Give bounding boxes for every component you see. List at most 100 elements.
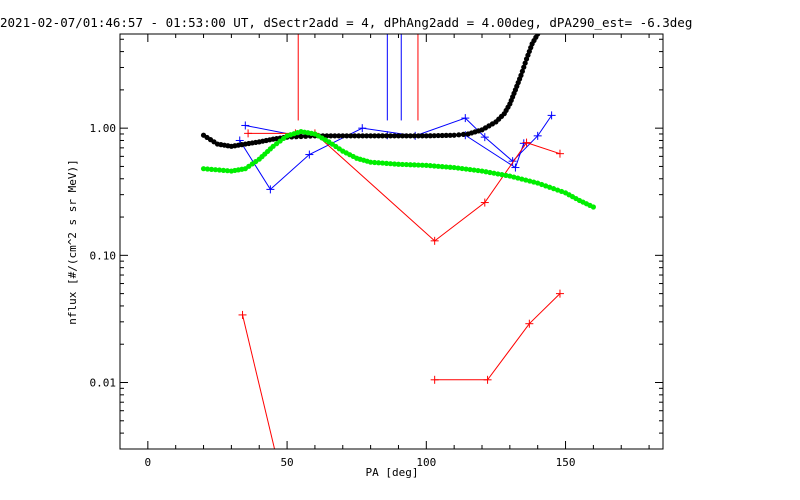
model-green-dot [204,166,211,172]
model-green-dot [368,159,374,165]
model-green-dot [415,162,421,168]
y-tick-label: 0.10 [90,249,117,262]
model-black-dot [368,133,374,139]
x-tick-label: 150 [556,456,576,469]
model-black-dot [348,133,354,139]
blue-lower-point-marker [511,163,520,172]
model-green-dot [455,165,461,171]
red-upper-point-marker [430,236,439,245]
model-green-dot [375,160,382,166]
model-black-dot [451,132,457,138]
blue-upper-point-marker [547,111,556,120]
blue-lower-point-marker [241,121,250,130]
model-black-dot [328,133,334,139]
model-black-dot [419,133,425,139]
model-black-dot [435,132,441,139]
model-black-dot [352,133,358,139]
model-green-dot [590,204,596,210]
model-green-dot [491,170,497,176]
model-green-dot [383,160,390,166]
model-green-dot [499,172,505,178]
model-black-dot [340,133,346,139]
model-green-dot [212,167,219,173]
red-upper-point-marker [244,129,253,138]
model-black-dot [395,133,402,139]
model-green-dot [507,173,513,179]
model-green-dot [419,162,425,168]
model-green-dot [463,166,469,172]
model-green-dot [547,184,553,190]
model-black-dot [399,133,406,139]
model-green-dot [200,166,207,172]
blue-upper-point-marker [508,157,517,166]
model-green-dot [511,174,517,180]
model-green-dot [503,172,509,178]
model-green-dot [216,167,223,173]
model-green-dot [467,166,473,173]
model-black-dot [411,133,417,139]
red-upper-point-marker [480,198,489,207]
model-green-dot [224,168,231,174]
model-black-dot [447,132,453,138]
model-green-dot [483,169,489,175]
model-black-dot [519,68,525,74]
model-green-dot [403,161,410,168]
model-black-dot [518,72,524,78]
model-green-dot [543,183,549,189]
model-black-dot [391,133,398,139]
model-black-dot [379,133,386,139]
red-middle-point-marker [555,289,564,298]
model-green-dot [471,167,477,173]
model-black-dot [356,133,362,139]
blue-upper-point-marker [266,185,275,194]
red-upper-point-marker [522,138,531,147]
model-green-dot [535,180,541,186]
blue-upper-point-marker [533,131,542,140]
model-black-dot [439,132,445,139]
model-green-dot [515,175,521,181]
model-black-dot [460,131,467,137]
model-black-dot [298,133,304,140]
model-green-dot [391,161,398,167]
model-green-dot [558,188,565,195]
model-green-dot [527,178,533,184]
model-green-dot [519,176,525,182]
model-green-dot [379,160,386,166]
model-black-dot [423,133,429,139]
red-upper-point-marker [555,149,564,158]
model-black-dot [383,133,390,139]
model-black-dot [456,132,462,138]
y-axis-label: nflux [#/(cm^2 s sr MeV)] [66,159,79,325]
blue-upper-point-marker [480,133,489,142]
model-black-dot [521,64,527,70]
model-green-dot [459,165,465,172]
model-green-dot [407,162,413,168]
model-green-dot [395,161,402,167]
model-green-dot [487,169,493,176]
model-green-dot [551,186,557,192]
model-black-dot [360,133,366,139]
red-middle-point-marker [430,375,439,384]
model-green-dot [435,163,441,169]
model-green-dot [439,164,445,170]
model-green-dot [523,177,529,183]
model-green-dot [387,161,394,167]
model-black-dot [407,133,413,139]
model-black-dot [375,133,382,139]
series-layer [200,34,596,449]
model-green-dot [220,167,227,173]
y-tick-label: 0.01 [90,377,117,390]
model-green-dot [475,167,481,174]
model-green-dot [447,164,453,170]
model-green-dot [539,181,545,188]
model-green-dot [531,179,537,185]
model-green-dot [399,161,406,168]
chart-title: 2021-02-07/01:46:57 - 01:53:00 UT, dSect… [0,15,692,30]
series-clip-group [200,34,596,449]
x-axis-label: PA [deg] [366,466,419,479]
model-black-dot [415,133,421,139]
model-black-dot [371,133,378,139]
model-black-dot [364,133,370,139]
model-black-dot [336,133,342,139]
